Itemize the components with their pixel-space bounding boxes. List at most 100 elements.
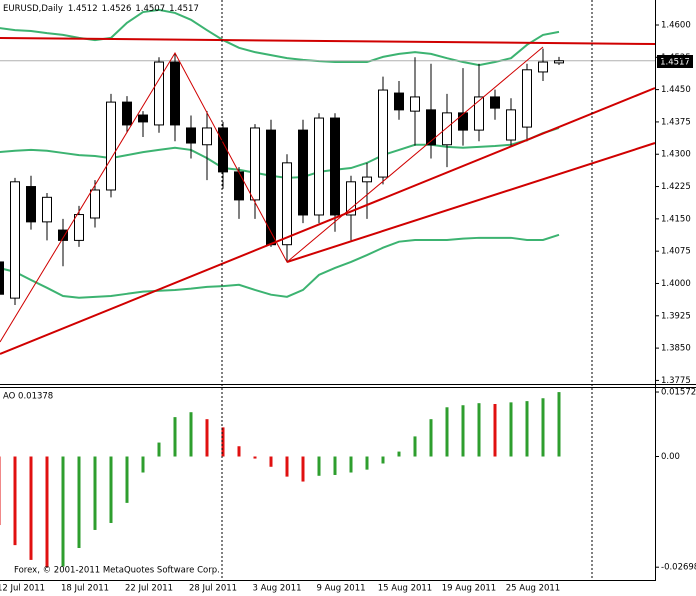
ao-bar [301, 456, 305, 482]
ao-bar [461, 405, 465, 457]
candle-layer [0, 48, 564, 306]
chart-header: EURUSD,Daily 1.4512 1.4526 1.4507 1.4517 [3, 4, 199, 14]
y-tick-label: -0.02698 [661, 563, 696, 573]
current-price-box [657, 55, 693, 68]
x-tick-label: 12 Jul 2011 [0, 584, 45, 594]
candle-body [330, 117, 340, 216]
y-tick-label: 1.4150 [661, 214, 691, 224]
ao-bar [125, 456, 129, 503]
candle-body [218, 127, 228, 173]
ao-bar [477, 403, 481, 457]
ao-bar [77, 456, 81, 548]
watermark: Forex, © 2001-2011 MetaQuotes Software C… [14, 566, 220, 576]
y-tick-label: 0.01572 [661, 388, 696, 398]
candle-body [474, 96, 484, 131]
ao-bar [493, 404, 497, 457]
zigzag-line [0, 46, 544, 343]
candle-body [58, 229, 68, 241]
candle-body [394, 92, 404, 111]
trend-line [0, 87, 656, 355]
x-tick-label: 9 Aug 2011 [316, 584, 365, 594]
ao-bar [541, 398, 545, 457]
last-close: 1.4517 [169, 4, 199, 14]
ao-bar [269, 456, 273, 467]
candle-body [538, 61, 548, 73]
last-open: 1.4512 [68, 4, 98, 14]
candle-body [154, 61, 164, 126]
ao-bar [0, 456, 1, 526]
ao-bar [333, 456, 337, 475]
ao-title: AO 0.01378 [3, 392, 53, 402]
ao-bar [509, 402, 513, 457]
ao-bar [237, 446, 241, 457]
candle-body [266, 129, 276, 246]
candle-body [362, 176, 372, 183]
x-tick-label: 15 Aug 2011 [378, 584, 432, 594]
x-tick-label: 18 Jul 2011 [61, 584, 109, 594]
ao-bar [557, 392, 561, 457]
x-tick-label: 28 Jul 2011 [189, 584, 237, 594]
x-tick-label: 22 Jul 2011 [125, 584, 173, 594]
candle-body [186, 127, 196, 144]
candle-body [506, 109, 516, 141]
ao-bar [157, 442, 161, 457]
candle-body [74, 214, 84, 241]
current-price-label: 1.4517 [660, 58, 690, 68]
ao-bar [29, 456, 33, 560]
candle-body [10, 181, 20, 299]
candle-body [42, 196, 52, 223]
y-tick-label: 1.4225 [661, 182, 691, 192]
candle-body [234, 171, 244, 201]
ao-bar [381, 456, 385, 464]
ao-bar [45, 456, 49, 568]
candle-body [202, 127, 212, 146]
ao-bar [397, 451, 401, 457]
ao-bar [141, 456, 145, 473]
ao-bar [93, 456, 97, 530]
candle-body [170, 61, 180, 126]
candle-body [122, 101, 132, 126]
y-tick-label: 1.4000 [661, 279, 691, 289]
x-tick-label: 3 Aug 2011 [252, 584, 301, 594]
ao-bar [13, 456, 17, 546]
candle-body [138, 114, 148, 123]
band-line [0, 233, 560, 299]
ao-bar [317, 456, 321, 476]
y-tick-label: 1.4600 [661, 20, 691, 30]
y-tick-label: 1.3775 [661, 376, 691, 386]
candle-body [106, 101, 116, 191]
y-tick-label: 0.00 [661, 452, 680, 462]
candle-body [90, 189, 100, 219]
x-tick-label: 25 Aug 2011 [506, 584, 560, 594]
trend-line [286, 142, 656, 263]
y-tick-label: 1.4300 [661, 150, 691, 160]
y-tick-label: 1.3925 [661, 311, 691, 321]
ao-bar [173, 417, 177, 457]
candle-body [554, 60, 564, 64]
candle-body [490, 96, 500, 109]
y-tick-label: 1.4450 [661, 85, 691, 95]
candle-body [410, 96, 420, 112]
symbol: EURUSD,Daily [3, 4, 63, 14]
candle-body [346, 181, 356, 216]
candle-body [298, 129, 308, 216]
last-low: 1.4507 [135, 4, 165, 14]
ao-bar [189, 412, 193, 457]
candle-body [378, 89, 388, 178]
candle-body [282, 162, 292, 246]
ao-bar [429, 419, 433, 457]
candle-body [26, 186, 36, 223]
y-tick-label: 1.4375 [661, 117, 691, 127]
ao-bar [413, 436, 417, 457]
band-line [0, 127, 560, 179]
ao-bar [61, 456, 65, 567]
ao-bar [445, 407, 449, 457]
y-tick-label: 1.4075 [661, 247, 691, 257]
candle-body [0, 261, 4, 295]
last-high: 1.4526 [102, 4, 132, 14]
candle-body [458, 112, 468, 131]
y-tick-label: 1.3850 [661, 344, 691, 354]
x-tick-label: 19 Aug 2011 [442, 584, 496, 594]
